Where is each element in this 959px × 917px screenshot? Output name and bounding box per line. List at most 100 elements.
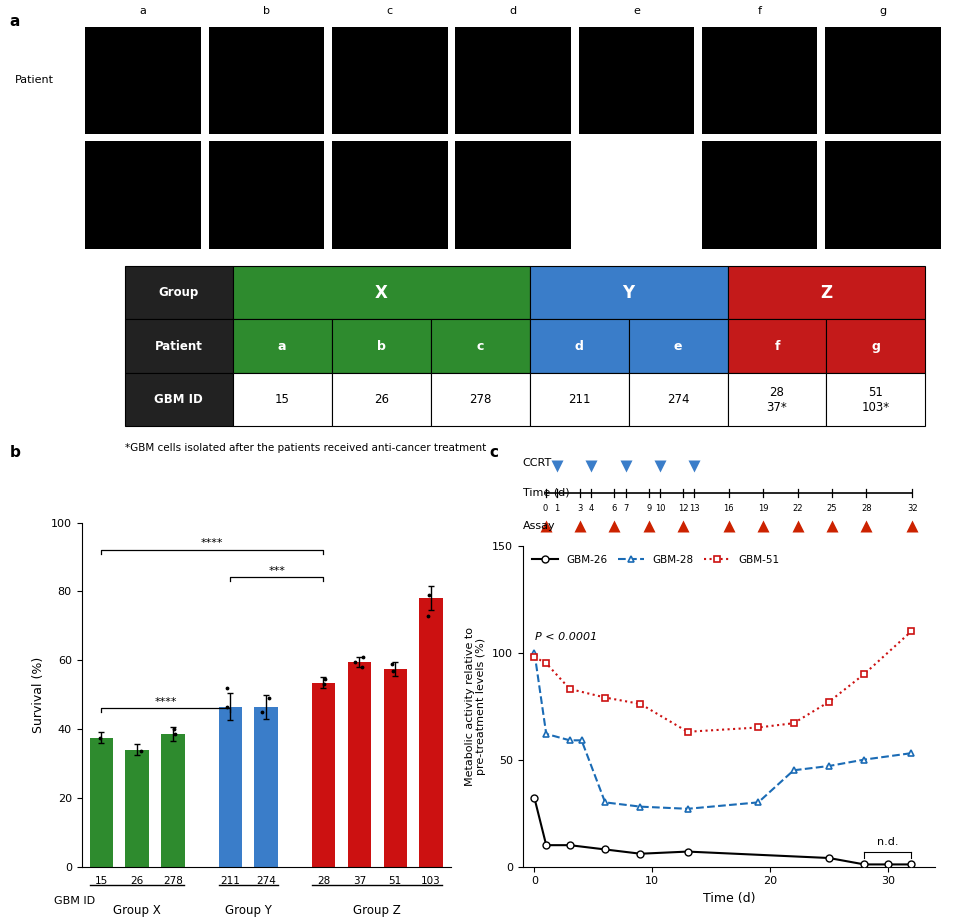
Text: f: f bbox=[758, 6, 761, 16]
Text: Group X: Group X bbox=[113, 904, 161, 917]
GBM-26 bbox=[682, 846, 693, 857]
GBM-28 bbox=[635, 801, 646, 812]
Text: a: a bbox=[10, 14, 20, 28]
Text: g: g bbox=[879, 6, 886, 16]
Text: Y: Y bbox=[622, 283, 635, 302]
Bar bbox=[827, 319, 925, 373]
Bar bbox=[312, 682, 335, 867]
Text: 12: 12 bbox=[678, 503, 689, 513]
GBM-51 bbox=[858, 668, 870, 679]
Text: ****: **** bbox=[201, 538, 223, 548]
GBM-28 bbox=[682, 803, 693, 814]
GBM-26 bbox=[858, 859, 870, 870]
Bar bbox=[161, 735, 184, 867]
Bar bbox=[332, 319, 431, 373]
Bar bbox=[728, 373, 827, 426]
Bar bbox=[529, 319, 628, 373]
Text: GBM ID: GBM ID bbox=[154, 393, 203, 406]
Text: 13: 13 bbox=[690, 503, 700, 513]
Text: Group Z: Group Z bbox=[353, 904, 401, 917]
Bar bbox=[728, 319, 827, 373]
Bar bbox=[431, 373, 529, 426]
GBM-51 bbox=[682, 726, 693, 737]
GBM-28 bbox=[541, 728, 552, 739]
Text: 19: 19 bbox=[758, 503, 768, 513]
Bar bbox=[728, 266, 925, 319]
Text: 22: 22 bbox=[792, 503, 803, 513]
GBM-28 bbox=[788, 765, 800, 776]
Bar bbox=[628, 319, 728, 373]
GBM-28 bbox=[528, 647, 540, 658]
Legend: GBM-26, GBM-28, GBM-51: GBM-26, GBM-28, GBM-51 bbox=[527, 551, 784, 569]
Text: 274: 274 bbox=[667, 393, 690, 406]
GBM-26 bbox=[528, 792, 540, 803]
GBM-51 bbox=[635, 699, 646, 710]
Bar bbox=[125, 373, 233, 426]
GBM-28 bbox=[564, 735, 575, 746]
Text: e: e bbox=[674, 339, 682, 353]
Text: g: g bbox=[872, 339, 880, 353]
Text: 15: 15 bbox=[275, 393, 290, 406]
Text: c: c bbox=[477, 339, 484, 353]
Text: f: f bbox=[774, 339, 780, 353]
GBM-51 bbox=[788, 718, 800, 729]
Line: GBM-28: GBM-28 bbox=[531, 649, 915, 812]
Text: 7: 7 bbox=[623, 503, 628, 513]
Text: 6: 6 bbox=[612, 503, 617, 513]
Text: d: d bbox=[509, 6, 517, 16]
Text: ****: **** bbox=[154, 697, 177, 707]
Text: 16: 16 bbox=[723, 503, 735, 513]
GBM-26 bbox=[541, 840, 552, 851]
Bar bbox=[233, 319, 332, 373]
Text: Group: Group bbox=[158, 286, 199, 299]
Text: 1: 1 bbox=[554, 503, 560, 513]
GBM-28 bbox=[905, 747, 917, 758]
Text: 4: 4 bbox=[589, 503, 594, 513]
Y-axis label: Metabolic activity relative to
pre-treatment levels (%): Metabolic activity relative to pre-treat… bbox=[465, 626, 486, 786]
Bar bbox=[529, 266, 728, 319]
Text: 32: 32 bbox=[907, 503, 918, 513]
Text: e: e bbox=[633, 6, 640, 16]
Text: CCRT: CCRT bbox=[523, 458, 552, 468]
Text: c: c bbox=[386, 6, 393, 16]
Text: Assay: Assay bbox=[523, 521, 555, 531]
GBM-26 bbox=[882, 859, 894, 870]
Bar bbox=[332, 373, 431, 426]
Text: 10: 10 bbox=[655, 503, 666, 513]
GBM-26 bbox=[599, 844, 611, 855]
GBM-28 bbox=[858, 754, 870, 765]
Text: n.d.: n.d. bbox=[877, 837, 899, 847]
Bar bbox=[125, 266, 233, 319]
Text: 3: 3 bbox=[577, 503, 583, 513]
Text: P < 0.0001: P < 0.0001 bbox=[535, 633, 597, 642]
X-axis label: Time (d): Time (d) bbox=[703, 892, 755, 905]
Text: 28: 28 bbox=[861, 503, 872, 513]
GBM-26 bbox=[905, 859, 917, 870]
Y-axis label: Survival (%): Survival (%) bbox=[33, 657, 45, 733]
Text: b: b bbox=[263, 6, 270, 16]
Bar bbox=[233, 266, 529, 319]
GBM-28 bbox=[575, 735, 587, 746]
Text: GBM ID: GBM ID bbox=[54, 896, 95, 906]
Bar bbox=[89, 737, 113, 867]
Text: Patient: Patient bbox=[154, 339, 202, 353]
GBM-51 bbox=[905, 625, 917, 636]
Bar bbox=[431, 319, 529, 373]
GBM-51 bbox=[564, 683, 575, 694]
GBM-28 bbox=[599, 797, 611, 808]
Bar bbox=[254, 707, 278, 867]
Text: 28
37*: 28 37* bbox=[766, 386, 787, 414]
Text: 211: 211 bbox=[568, 393, 591, 406]
Text: *GBM cells isolated after the patients received anti-cancer treatment: *GBM cells isolated after the patients r… bbox=[125, 443, 486, 453]
GBM-51 bbox=[823, 696, 834, 707]
Text: b: b bbox=[10, 445, 20, 459]
GBM-26 bbox=[635, 848, 646, 859]
GBM-28 bbox=[823, 760, 834, 771]
Bar bbox=[384, 668, 407, 867]
GBM-51 bbox=[753, 722, 764, 733]
Line: GBM-51: GBM-51 bbox=[531, 628, 915, 735]
Text: b: b bbox=[377, 339, 386, 353]
Text: 0: 0 bbox=[543, 503, 549, 513]
Bar bbox=[529, 373, 628, 426]
Text: 278: 278 bbox=[469, 393, 491, 406]
